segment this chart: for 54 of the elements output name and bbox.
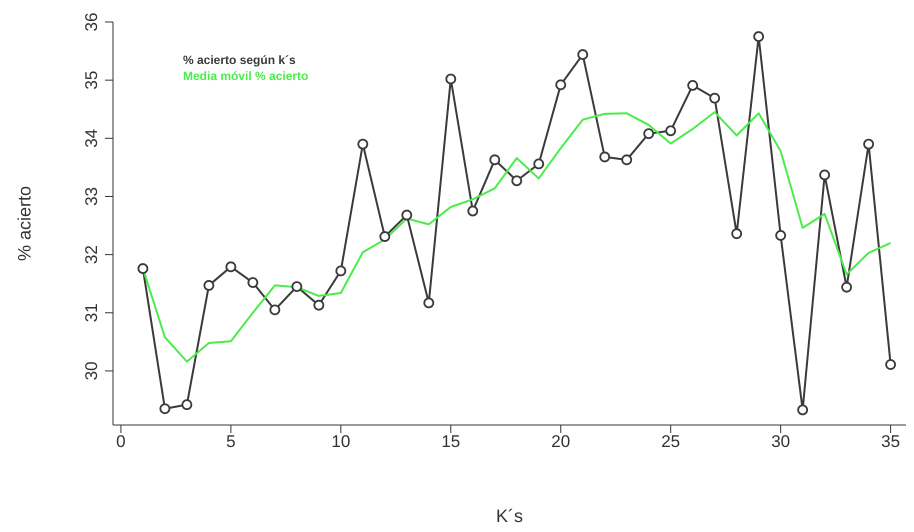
text: % acierto según k´s bbox=[183, 52, 297, 68]
point bbox=[203, 280, 214, 291]
point bbox=[313, 300, 324, 311]
point bbox=[885, 359, 896, 370]
point bbox=[269, 304, 280, 316]
x-tick-label: 35 bbox=[881, 432, 900, 452]
x-tick-label: 20 bbox=[551, 432, 570, 452]
point bbox=[841, 282, 852, 293]
point bbox=[138, 263, 148, 274]
point bbox=[379, 231, 390, 242]
y-tick-label: 30 bbox=[82, 361, 101, 380]
point bbox=[577, 49, 588, 60]
point bbox=[555, 79, 566, 90]
point bbox=[489, 154, 500, 166]
point bbox=[709, 92, 720, 104]
point bbox=[181, 399, 192, 410]
y-tick-label: 33 bbox=[82, 187, 101, 206]
y-tick-label: 36 bbox=[82, 12, 101, 32]
x-tick-label: 5 bbox=[226, 432, 236, 452]
point bbox=[247, 277, 258, 288]
point bbox=[357, 138, 368, 150]
point bbox=[643, 128, 654, 140]
x-tick-label: 15 bbox=[441, 432, 460, 452]
point bbox=[599, 152, 610, 162]
point bbox=[687, 80, 698, 91]
point bbox=[423, 297, 434, 308]
point bbox=[753, 31, 764, 42]
point bbox=[160, 403, 170, 414]
point bbox=[863, 138, 874, 150]
point bbox=[533, 158, 544, 170]
point bbox=[511, 175, 522, 186]
y-tick-label: 34 bbox=[82, 128, 101, 148]
point bbox=[225, 261, 236, 272]
x-tick-label: 10 bbox=[331, 432, 350, 452]
point bbox=[775, 230, 786, 241]
point bbox=[731, 228, 742, 240]
point bbox=[621, 154, 632, 166]
point bbox=[401, 210, 412, 220]
x-tick-label: 30 bbox=[771, 432, 790, 452]
y-tick-label: 31 bbox=[82, 303, 101, 322]
point bbox=[797, 404, 808, 416]
point bbox=[467, 206, 478, 216]
point bbox=[445, 74, 456, 84]
y-axis-title: % acierto bbox=[14, 186, 34, 262]
y-tick-label: 35 bbox=[82, 70, 101, 90]
text: Media móvil % acierto bbox=[183, 68, 308, 84]
point bbox=[291, 281, 302, 292]
x-tick-label: 25 bbox=[661, 432, 680, 452]
point bbox=[335, 265, 346, 276]
x-tick-label: 0 bbox=[116, 432, 126, 452]
y-tick-label: 32 bbox=[82, 245, 101, 264]
point bbox=[819, 170, 830, 180]
point bbox=[665, 125, 676, 136]
x-axis-title: K´s bbox=[496, 506, 523, 526]
